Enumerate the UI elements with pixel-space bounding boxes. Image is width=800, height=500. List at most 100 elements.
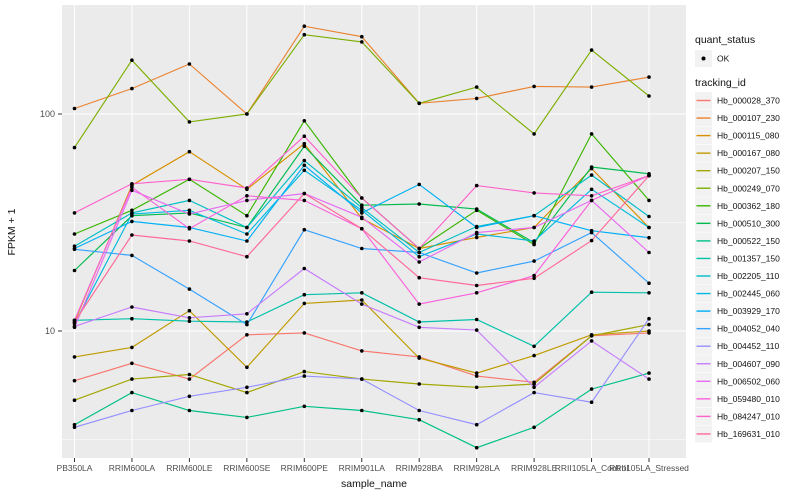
data-point-Hb_000167_080 (417, 356, 422, 360)
panel-background (62, 5, 686, 458)
data-point-Hb_169631_010 (302, 191, 307, 196)
data-point-Hb_003929_170 (474, 225, 479, 230)
data-point-Hb_002205_110 (360, 205, 364, 210)
legend-label-Hb_000028_370: Hb_000028_370 (717, 96, 780, 106)
legend-item-Hb_006502_060: Hb_006502_060 (695, 372, 780, 390)
data-point-Hb_000249_070 (589, 48, 594, 52)
data-point-Hb_006502_060 (187, 212, 192, 216)
legend-item-Hb_004607_090: Hb_004607_090 (695, 355, 780, 373)
data-point-Hb_006502_060 (130, 188, 134, 193)
data-point-Hb_000107_230 (302, 24, 307, 29)
data-point-Hb_000522_150 (589, 387, 594, 391)
data-point-Hb_004052_040 (187, 287, 192, 291)
data-point-Hb_001357_150 (245, 320, 249, 324)
data-point-Hb_004052_040 (532, 259, 536, 263)
data-point-Hb_000522_150 (187, 408, 192, 413)
data-point-Hb_004052_040 (647, 281, 651, 286)
legend-label-Hb_000167_080: Hb_000167_080 (717, 148, 780, 158)
data-point-Hb_000028_370 (72, 378, 77, 383)
data-point-Hb_004607_090 (417, 325, 422, 330)
data-point-Hb_000028_370 (245, 333, 249, 337)
data-point-Hb_000167_080 (360, 298, 364, 302)
data-point-Hb_000510_300 (417, 202, 422, 206)
legend-item-Hb_004452_110: Hb_004452_110 (695, 337, 780, 355)
legend-item-Hb_000249_070: Hb_000249_070 (695, 179, 780, 197)
data-point-Hb_003929_170 (647, 235, 651, 240)
data-point-Hb_006502_060 (360, 215, 364, 220)
x-tick-label-RRIM928BA: RRIM928BA (396, 463, 444, 473)
data-point-Hb_004607_090 (647, 377, 651, 381)
legend-label-Hb_084247_010: Hb_084247_010 (717, 411, 780, 421)
data-point-Hb_004452_110 (245, 385, 249, 390)
data-point-Hb_006502_060 (245, 198, 249, 203)
data-point-Hb_000510_300 (360, 203, 364, 207)
legend: quant_status OK tracking_id Hb_000028_37… (695, 34, 780, 443)
data-point-Hb_000249_070 (417, 101, 422, 106)
data-point-Hb_002445_060 (647, 225, 651, 230)
legend-tracking-id-entries: Hb_000028_370 Hb_000107_230 Hb_000115_080 H… (695, 92, 780, 443)
x-tick-label-RRIM600PE: RRIM600PE (281, 463, 329, 473)
data-point-Hb_003929_170 (245, 239, 249, 243)
legend-item-Hb_169631_010: Hb_169631_010 (695, 425, 780, 443)
data-point-Hb_000249_070 (245, 112, 249, 116)
data-point-Hb_004452_110 (130, 408, 134, 413)
legend-item-Hb_002205_110: Hb_002205_110 (695, 267, 780, 285)
data-point-Hb_003929_170 (532, 213, 536, 218)
legend-label-Hb_000522_150: Hb_000522_150 (717, 236, 780, 246)
data-point-Hb_004452_110 (647, 316, 651, 321)
data-point-Hb_004452_110 (474, 422, 479, 427)
ok-point-icon (701, 56, 706, 61)
data-point-Hb_000028_370 (474, 374, 479, 378)
x-tick-label-RRII105LA_Control: RRII105LA_Control (555, 463, 629, 473)
data-point-Hb_004452_110 (187, 394, 192, 399)
data-point-Hb_000107_230 (187, 62, 192, 66)
data-point-Hb_004607_090 (187, 316, 192, 320)
data-point-Hb_000249_070 (302, 32, 307, 37)
data-point-Hb_000167_080 (532, 353, 536, 358)
legend-label-ok: OK (717, 54, 730, 64)
data-point-Hb_059480_010 (245, 194, 249, 198)
legend-label-Hb_000249_070: Hb_000249_070 (717, 183, 780, 193)
x-tick-label-RRIM901LA: RRIM901LA (339, 463, 386, 473)
data-point-Hb_001357_150 (474, 317, 479, 322)
data-point-Hb_004052_040 (302, 227, 307, 232)
data-point-Hb_002205_110 (187, 198, 192, 203)
legend-item-Hb_000167_080: Hb_000167_080 (695, 144, 780, 162)
legend-label-Hb_004452_110: Hb_004452_110 (717, 341, 780, 351)
data-point-Hb_000207_150 (187, 372, 192, 377)
data-point-Hb_006502_060 (532, 225, 536, 230)
data-point-Hb_004052_040 (417, 250, 422, 255)
legend-label-Hb_003929_170: Hb_003929_170 (717, 306, 780, 316)
data-point-Hb_000362_180 (72, 232, 77, 236)
data-point-Hb_000207_150 (647, 322, 651, 327)
data-point-Hb_000510_300 (474, 207, 479, 211)
data-point-Hb_000522_150 (360, 408, 364, 413)
legend-label-Hb_002445_060: Hb_002445_060 (717, 289, 780, 299)
data-point-Hb_004052_040 (245, 322, 249, 327)
data-point-Hb_002205_110 (589, 173, 594, 177)
legend-item-Hb_000107_230: Hb_000107_230 (695, 109, 780, 127)
legend-label-Hb_169631_010: Hb_169631_010 (717, 429, 780, 439)
data-point-Hb_000362_180 (647, 198, 651, 203)
legend-item-Hb_000115_080: Hb_000115_080 (695, 127, 780, 145)
data-point-Hb_006502_060 (417, 260, 422, 264)
legend-label-Hb_002205_110: Hb_002205_110 (717, 271, 780, 281)
data-point-Hb_169631_010 (417, 275, 422, 280)
data-point-Hb_004452_110 (417, 408, 422, 413)
legend-label-Hb_059480_010: Hb_059480_010 (717, 394, 780, 404)
data-point-Hb_000510_300 (72, 268, 77, 273)
data-point-Hb_004052_040 (72, 247, 77, 252)
y-tick-label-10: 10 (45, 326, 55, 336)
data-point-Hb_084247_010 (474, 183, 479, 188)
data-point-Hb_084247_010 (302, 134, 307, 138)
data-point-Hb_004607_090 (474, 328, 479, 332)
data-point-Hb_000249_070 (360, 40, 364, 44)
legend-item-Hb_059480_010: Hb_059480_010 (695, 390, 780, 408)
data-point-Hb_001357_150 (647, 291, 651, 295)
legend-label-Hb_004607_090: Hb_004607_090 (717, 359, 780, 369)
legend-item-Hb_084247_010: Hb_084247_010 (695, 407, 780, 425)
data-point-Hb_000167_080 (130, 345, 134, 350)
data-point-Hb_001357_150 (532, 344, 536, 349)
data-point-Hb_059480_010 (474, 291, 479, 295)
